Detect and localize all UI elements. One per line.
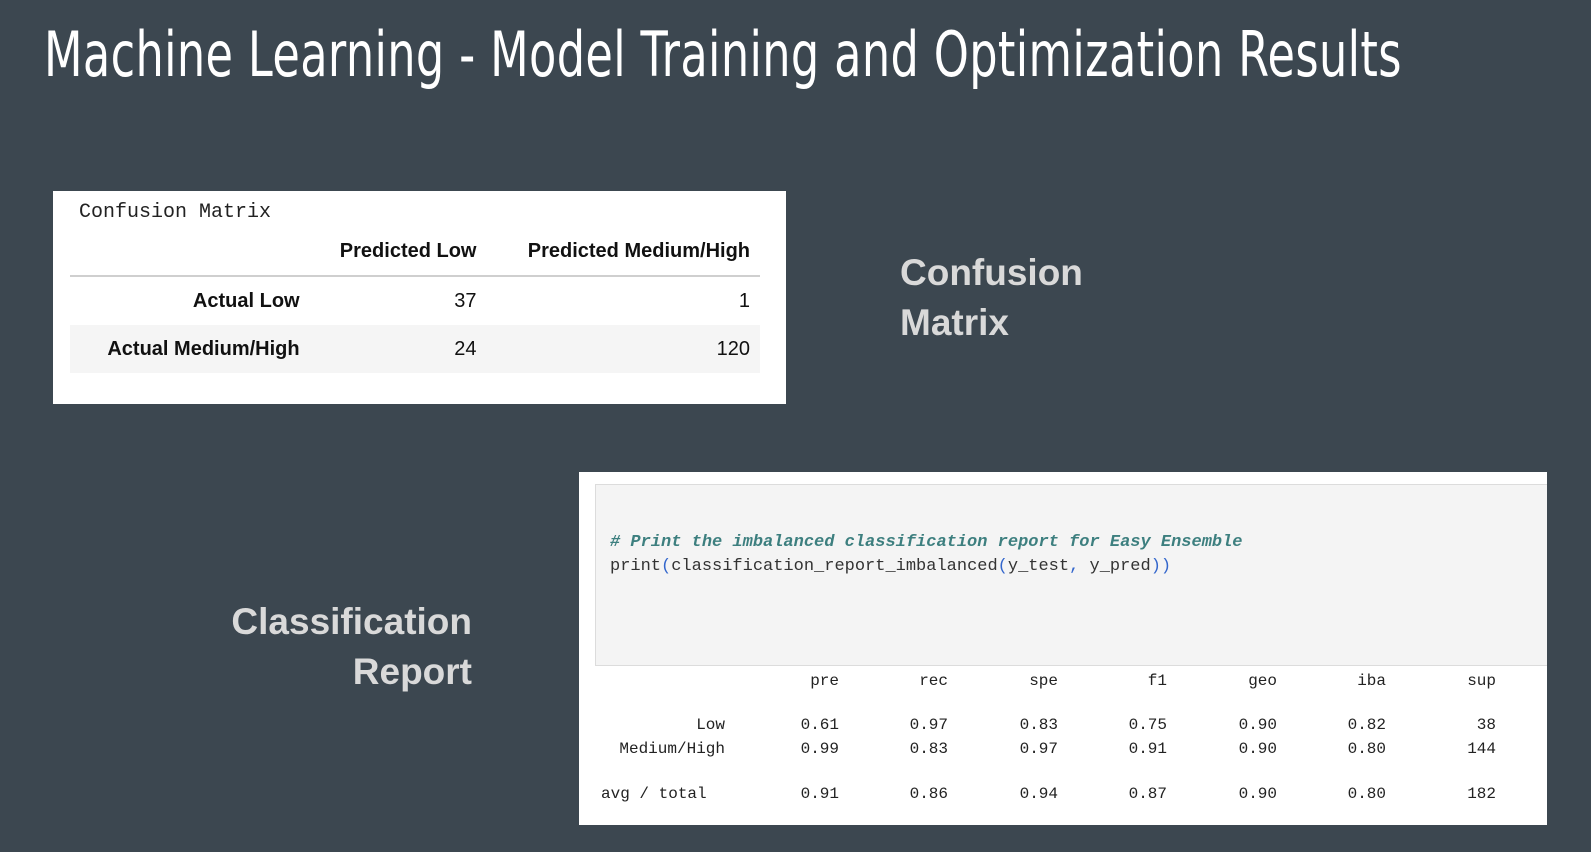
report-column-header: spe: [1029, 672, 1058, 690]
report-cell: 0.82: [1347, 716, 1386, 734]
report-cell: 0.80: [1347, 740, 1386, 758]
code-comment: # Print the imbalanced classification re…: [610, 533, 1243, 552]
table-row: Low 0.61 0.97 0.83 0.75 0.90 0.82 38: [579, 716, 1547, 738]
table-header-row: Predicted Low Predicted Medium/High: [70, 227, 760, 277]
code-statement: print(classification_report_imbalanced(y…: [610, 557, 1171, 576]
report-cell: 0.91: [800, 785, 839, 803]
report-cell: 0.90: [1238, 716, 1277, 734]
report-column-header: rec: [919, 672, 948, 690]
confusion-matrix-table: Predicted Low Predicted Medium/High Actu…: [70, 227, 760, 373]
report-header-row: pre rec spe f1 geo iba sup: [579, 672, 1547, 694]
code-paren: (: [997, 557, 1008, 576]
code-comma: ,: [1069, 557, 1090, 576]
report-cell: 0.83: [1019, 716, 1058, 734]
report-cell: 0.97: [1019, 740, 1058, 758]
report-cell: 0.90: [1238, 785, 1277, 803]
confusion-matrix-label: Confusion Matrix: [900, 248, 1083, 348]
code-cell[interactable]: # Print the imbalanced classification re…: [595, 484, 1547, 666]
report-cell: 144: [1467, 740, 1496, 758]
table-cell: 1: [738, 289, 750, 312]
table-row: Medium/High 0.99 0.83 0.97 0.91 0.90 0.8…: [579, 740, 1547, 762]
confusion-matrix-panel: Confusion Matrix Predicted Low Predicted…: [53, 191, 786, 404]
report-cell: 0.91: [1128, 740, 1167, 758]
table-row: Actual Medium/High 24 120: [70, 325, 760, 373]
confusion-matrix-label-line-2: Matrix: [900, 302, 1009, 343]
table-row: Actual Low 37 1: [70, 276, 760, 325]
code-paren: )): [1150, 557, 1172, 576]
report-cell: 0.80: [1347, 785, 1386, 803]
report-cell: 0.86: [909, 785, 948, 803]
code-arg: y_pred: [1089, 557, 1151, 576]
confusion-matrix-caption: Confusion Matrix: [79, 201, 272, 224]
classification-report-panel: # Print the imbalanced classification re…: [579, 472, 1547, 825]
report-cell: 0.94: [1019, 785, 1058, 803]
table-cell: 37: [454, 289, 477, 312]
report-column-header: f1: [1147, 672, 1167, 690]
confusion-matrix-label-line-1: Confusion: [900, 252, 1083, 293]
table-cell: 120: [716, 337, 750, 360]
report-cell: 38: [1476, 716, 1496, 734]
report-column-header: geo: [1248, 672, 1277, 690]
report-cell: 0.83: [909, 740, 948, 758]
report-cell: 0.97: [909, 716, 948, 734]
report-column-header: sup: [1467, 672, 1496, 690]
table-cell: 24: [454, 337, 477, 360]
report-row-label: Medium/High: [619, 740, 725, 758]
report-cell: 0.87: [1128, 785, 1167, 803]
code-inner-func: classification_report_imbalanced: [671, 557, 998, 576]
report-column-header: pre: [810, 672, 839, 690]
classification-report-label-line-2: Report: [352, 651, 472, 692]
column-header: Predicted Low: [309, 227, 487, 277]
code-arg: y_test: [1007, 557, 1070, 576]
report-cell: 0.61: [800, 716, 839, 734]
classification-report-label: Classification Report: [170, 597, 472, 697]
row-header: Actual Medium/High: [107, 337, 300, 360]
report-row-label: avg / total: [601, 785, 707, 803]
corner-cell: [70, 227, 310, 277]
report-cell: 0.99: [800, 740, 839, 758]
report-cell: 0.90: [1238, 740, 1277, 758]
code-func: print: [610, 557, 662, 576]
report-cell: 0.75: [1128, 716, 1167, 734]
classification-report-label-line-1: Classification: [231, 601, 472, 642]
report-column-header: iba: [1357, 672, 1386, 690]
report-cell: 182: [1467, 785, 1496, 803]
row-header: Actual Low: [192, 289, 300, 312]
slide-title: Machine Learning - Model Training and Op…: [44, 18, 1402, 91]
code-paren: (: [661, 557, 672, 576]
column-header: Predicted Medium/High: [486, 227, 760, 277]
report-row-label: Low: [696, 716, 725, 734]
table-row: avg / total 0.91 0.86 0.94 0.87 0.90 0.8…: [579, 785, 1547, 807]
